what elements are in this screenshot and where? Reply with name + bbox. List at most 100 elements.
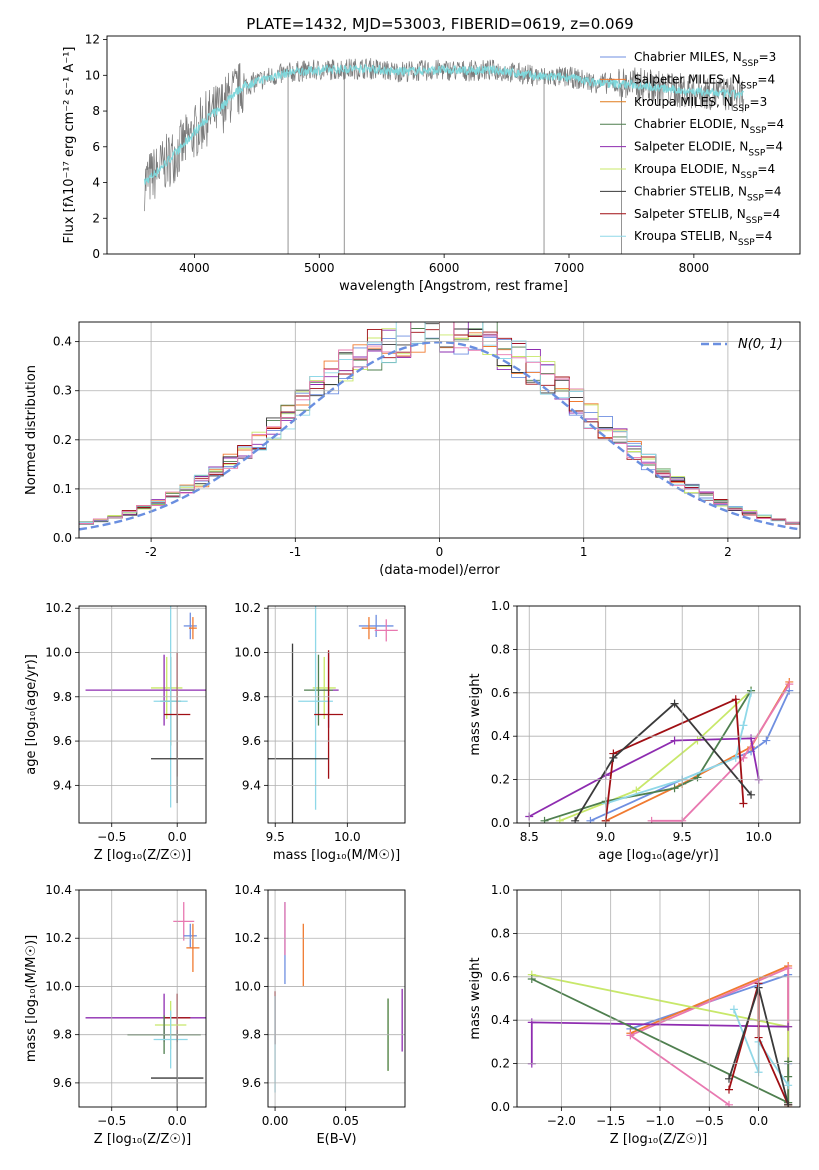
weight-series (571, 699, 756, 823)
axes-frame (267, 889, 406, 1108)
legend-label: N(0, 1) (738, 337, 783, 352)
axes-frame (516, 889, 801, 1108)
weight-marker (747, 790, 756, 799)
y-tick-label: 9.6 (242, 1076, 261, 1090)
y-tick-label: 0.4 (491, 1013, 510, 1027)
x-tick-label: 0.0 (749, 1114, 768, 1128)
weight-series (525, 734, 763, 821)
weight-marker (540, 816, 549, 823)
x-tick-label: 9.5 (673, 830, 692, 844)
y-tick-label: 9.4 (242, 778, 261, 792)
weight-marker (693, 773, 702, 782)
weight-line (590, 690, 791, 822)
x-axis-label: E(B-V) (316, 1132, 356, 1147)
weight-series (540, 686, 756, 823)
x-tick-label: −0.5 (97, 1114, 126, 1128)
histogram-series (79, 322, 800, 525)
histogram-series (79, 322, 800, 524)
legend-label: Salpeter ELODIE, NSSP=4 (634, 140, 783, 159)
x-tick-label: 10.0 (334, 830, 361, 844)
weight-marker (784, 1081, 793, 1090)
legend-label: Chabrier MILES, NSSP=3 (634, 50, 776, 69)
weight-marker (527, 974, 536, 983)
weight-marker (725, 1085, 734, 1094)
x-tick-label: 0 (436, 545, 444, 559)
plot-area-mass_vs_Z (85, 902, 206, 1107)
weight-marker (784, 1022, 793, 1031)
y-tick-label: 1.0 (491, 599, 510, 613)
y-tick-label: 0.4 (53, 335, 72, 349)
y-tick-label: 0.0 (53, 531, 72, 545)
model-spectrum (144, 63, 745, 185)
figure-title: PLATE=1432, MJD=53003, FIBERID=0619, z=0… (246, 15, 633, 33)
y-tick-label: 10.4 (45, 883, 72, 897)
weight-line (559, 689, 752, 822)
errorbar-point (298, 606, 333, 810)
axes-frame (267, 605, 406, 824)
weight-marker (670, 736, 679, 745)
x-tick-label: 9.0 (596, 830, 615, 844)
y-tick-label: 6 (92, 140, 100, 154)
weight-marker (731, 695, 740, 704)
x-tick-label: -1 (289, 545, 301, 559)
x-axis-label: (data-model)/error (379, 563, 500, 578)
errorbar-point (361, 617, 377, 640)
weight-marker (586, 816, 595, 823)
x-tick-label: 0.0 (168, 830, 187, 844)
axes-frame (78, 889, 207, 1108)
legend-label: Kroupa ELODIE, NSSP=4 (634, 162, 775, 181)
weight-series (586, 686, 794, 823)
plot-area-mass_vs_ebv (274, 902, 403, 1093)
y-tick-label: 0.6 (491, 970, 510, 984)
weight-marker (747, 734, 756, 743)
axes-frame (106, 35, 801, 255)
y-tick-label: 10.2 (45, 931, 72, 945)
y-tick-label: 0.0 (491, 816, 510, 830)
histogram-series (79, 322, 800, 524)
weight-series (555, 686, 756, 823)
y-tick-label: 10.2 (45, 601, 72, 615)
y-tick-label: 0.1 (53, 482, 72, 496)
y-tick-label: 9.8 (53, 690, 72, 704)
y-axis-label: age [log₁₀(age/yr)] (24, 654, 39, 775)
weight-marker (725, 1074, 734, 1083)
y-tick-label: 4 (92, 176, 100, 190)
x-axis-label: Z [log₁₀(Z/Z☉)] (610, 1132, 707, 1147)
y-tick-label: 9.4 (53, 778, 72, 792)
y-axis-label: Normed distribution (24, 365, 39, 495)
x-tick-label: −0.5 (695, 1114, 724, 1128)
x-tick-label: 0.0 (168, 1114, 187, 1128)
weight-marker (784, 1100, 793, 1107)
x-tick-label: 4000 (179, 261, 210, 275)
y-tick-label: 10.0 (45, 979, 72, 993)
y-tick-label: 0.0 (491, 1100, 510, 1114)
weight-marker (739, 721, 748, 730)
y-tick-label: 0.2 (491, 773, 510, 787)
x-tick-label: 2 (724, 545, 732, 559)
y-tick-label: 9.6 (242, 734, 261, 748)
y-tick-label: 10.0 (45, 646, 72, 660)
panel-mass_vs_Z: −0.5 0.0 9.6 9.8 10.0 10.2 10.4 Z [log₁₀(Z/Z☉)]… (24, 883, 207, 1147)
legend-label: Salpeter STELIB, NSSP=4 (634, 207, 780, 226)
x-axis-label: wavelength [Angstrom, rest frame] (339, 279, 568, 294)
errorbar-point (183, 923, 197, 948)
axes-frame (78, 605, 207, 824)
x-tick-label: 7000 (554, 261, 585, 275)
plot-area-spectrum (144, 58, 745, 254)
weight-marker (626, 1031, 635, 1040)
x-tick-label: −2.0 (547, 1114, 576, 1128)
y-tick-label: 0.2 (491, 1057, 510, 1071)
errorbar-point (374, 619, 398, 642)
plot-area-age_vs_Z (85, 606, 206, 808)
y-tick-label: 2 (92, 211, 100, 225)
errorbar-point (188, 617, 197, 640)
y-tick-label: 10.4 (234, 883, 261, 897)
x-tick-label: 0.05 (332, 1114, 359, 1128)
weight-marker (739, 799, 748, 808)
x-axis-label: mass [log₁₀(M/M☉)] (273, 848, 400, 863)
y-tick-label: 10.2 (234, 601, 261, 615)
errorbar-point (153, 606, 188, 808)
weight-marker (670, 699, 679, 708)
y-tick-label: 0.8 (491, 642, 510, 656)
